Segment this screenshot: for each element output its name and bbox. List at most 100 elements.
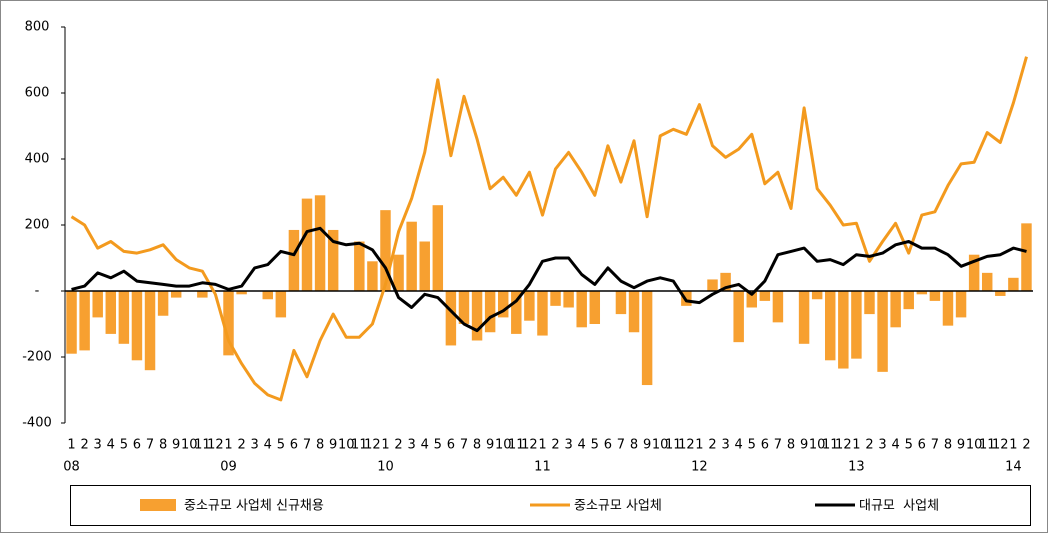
legend-label: 중소규모 사업체: [574, 499, 662, 514]
bar: [707, 279, 718, 291]
bar: [1021, 223, 1032, 291]
bar: [327, 229, 339, 291]
bar: [576, 291, 587, 328]
x-tick-label: 11: [665, 438, 682, 453]
x-tick-label: 2: [551, 438, 559, 453]
x-tick-label: 4: [421, 438, 429, 453]
year-label: 13: [848, 460, 865, 475]
line: [71, 226, 1027, 333]
x-tick-label: 9: [329, 438, 337, 453]
x-tick-label: 5: [277, 438, 285, 453]
y-tick-label: -: [35, 284, 40, 299]
x-tick-label: 9: [172, 438, 180, 453]
x-tick-label: 9: [643, 438, 651, 453]
x-tick-label: 6: [290, 438, 298, 453]
bar: [380, 210, 391, 291]
year-label: 08: [63, 460, 80, 475]
x-tick-label: 11: [822, 438, 839, 453]
bar: [301, 198, 313, 291]
x-tick-label: 8: [787, 438, 795, 453]
x-tick-label: 4: [264, 438, 272, 453]
x-tick-label: 7: [460, 438, 468, 453]
bar: [903, 291, 914, 310]
bar: [825, 291, 836, 361]
y-tick-label: 600: [25, 86, 50, 101]
bar: [314, 195, 326, 291]
x-tick-label: 11: [194, 438, 211, 453]
x-tick-label: 3: [251, 438, 259, 453]
x-tick-label: 9: [486, 438, 494, 453]
x-tick-label: 4: [107, 438, 115, 453]
x-tick-label: 4: [892, 438, 900, 453]
bar: [445, 291, 457, 346]
bar: [589, 291, 601, 324]
x-tick-label: 1: [224, 438, 232, 453]
x-tick-label: 1: [1009, 438, 1017, 453]
bar: [288, 229, 300, 291]
bar: [524, 291, 535, 321]
bar: [733, 291, 744, 343]
x-tick-label: 9: [957, 438, 965, 453]
x-tick-label: 7: [931, 438, 939, 453]
bar: [66, 291, 77, 354]
bar: [471, 291, 483, 341]
bar: [458, 291, 470, 324]
x-tick-label: 3: [564, 438, 572, 453]
y-tick-label: -200: [22, 350, 52, 365]
bar: [981, 272, 993, 291]
x-tick-label: 1: [852, 438, 860, 453]
bar: [955, 291, 967, 318]
x-tick-label: 10: [181, 438, 198, 453]
x-tick-label: 12: [364, 438, 381, 453]
bar: [942, 291, 954, 326]
x-tick-label: 6: [604, 438, 612, 453]
x-tick-label: 5: [434, 438, 442, 453]
bar: [262, 291, 273, 300]
bar: [995, 291, 1006, 296]
x-tick-label: 12: [521, 438, 538, 453]
x-tick-label: 2: [80, 438, 88, 453]
bar: [157, 291, 169, 316]
x-tick-label: 7: [146, 438, 154, 453]
x-tick-label: 10: [809, 438, 826, 453]
x-tick-label: 11: [351, 438, 368, 453]
bar: [92, 291, 103, 318]
y-tick-label: -400: [22, 416, 52, 431]
bar: [720, 272, 731, 291]
bar: [890, 291, 901, 328]
bar: [772, 291, 784, 323]
x-tick-label: 1: [538, 438, 546, 453]
bar: [236, 291, 247, 295]
x-tick-label: 7: [303, 438, 311, 453]
bar: [615, 291, 627, 315]
bar: [432, 205, 444, 291]
bar: [851, 291, 862, 359]
x-tick-label: 5: [905, 438, 913, 453]
x-tick-label: 5: [591, 438, 599, 453]
x-tick-label: 6: [447, 438, 455, 453]
x-tick-label: 11: [508, 438, 525, 453]
x-tick-label: 3: [721, 438, 729, 453]
bar: [393, 254, 404, 291]
x-tick-label: 3: [94, 438, 102, 453]
x-tick-label: 8: [316, 438, 324, 453]
bar: [131, 291, 143, 361]
bar: [929, 291, 941, 301]
bar: [1008, 277, 1019, 291]
bar: [759, 291, 771, 301]
bar: [550, 291, 561, 306]
x-tick-label: 3: [878, 438, 886, 453]
x-tick-label: 8: [159, 438, 167, 453]
bar: [484, 291, 496, 333]
y-tick-label: 800: [25, 20, 50, 35]
bar: [641, 291, 653, 386]
bar: [223, 291, 234, 356]
bar: [497, 291, 509, 318]
x-tick-label: 12: [678, 438, 695, 453]
x-tick-label: 2: [1022, 438, 1030, 453]
bar: [811, 291, 823, 300]
x-tick-label: 4: [735, 438, 743, 453]
x-tick-label: 12: [835, 438, 852, 453]
x-tick-label: 6: [133, 438, 141, 453]
